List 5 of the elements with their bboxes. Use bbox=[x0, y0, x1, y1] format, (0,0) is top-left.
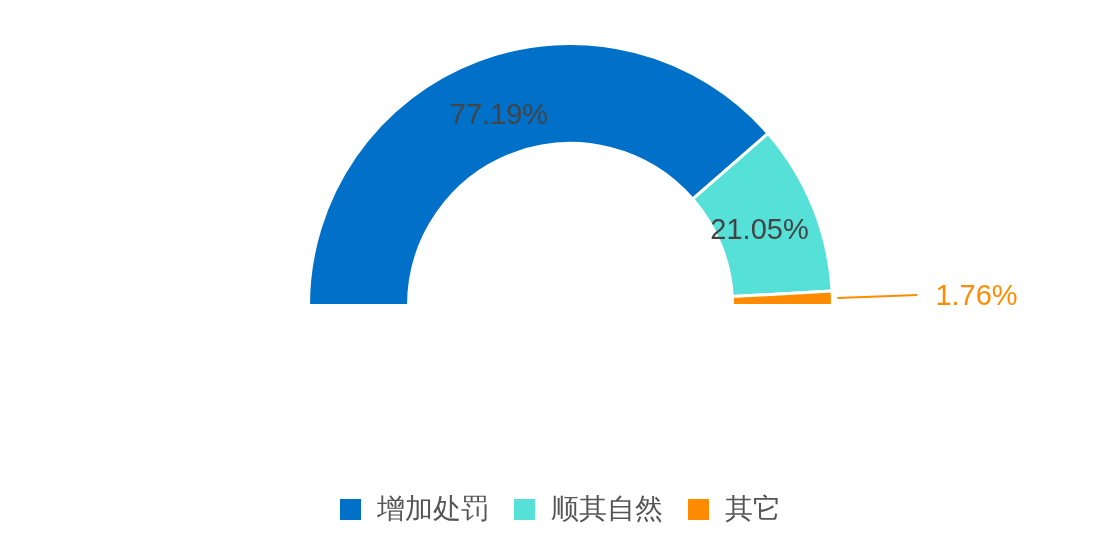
data-label: 77.19% bbox=[449, 98, 549, 131]
legend-label: 增加处罚 bbox=[377, 491, 489, 527]
legend-label: 其它 bbox=[725, 491, 781, 527]
legend-label: 顺其自然 bbox=[551, 491, 663, 527]
data-label: 1.76% bbox=[935, 279, 1018, 312]
